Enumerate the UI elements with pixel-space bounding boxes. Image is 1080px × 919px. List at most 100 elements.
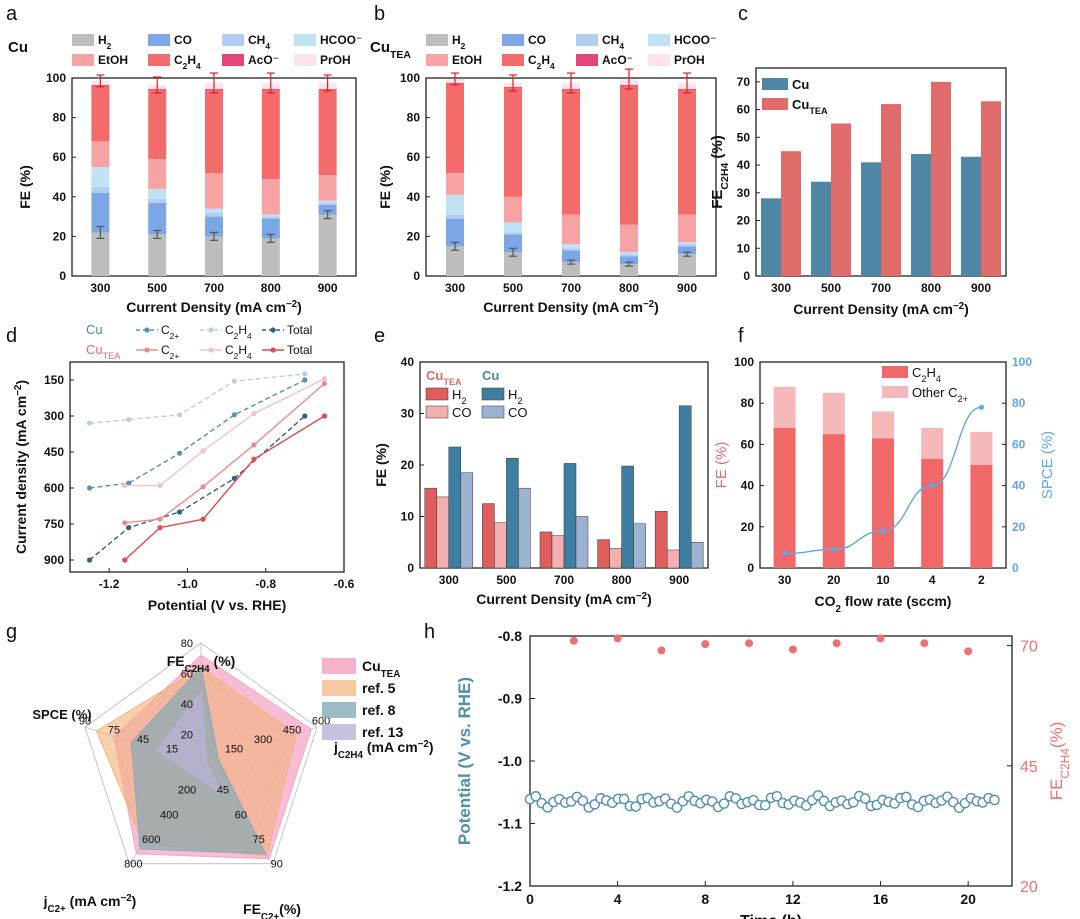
text-part: SPCE (%): [32, 707, 91, 722]
legend-label: C2+: [161, 343, 179, 361]
text-part: Cu: [482, 368, 499, 383]
data-point: [200, 448, 206, 454]
text-part: H: [541, 53, 550, 67]
text-part: Current density (mA cm: [13, 396, 29, 554]
radar-tick-label: 75: [108, 725, 120, 737]
radar-tick-label: 450: [283, 725, 301, 737]
text-part: EtOH: [452, 53, 482, 67]
legend-swatch: [481, 387, 505, 401]
bar-segment-H2: [205, 236, 223, 276]
legend-swatch-CO: [502, 34, 524, 46]
bar-segment-CH4: [261, 216, 280, 219]
text-part: C: [161, 323, 170, 337]
bar-CuTEA: [981, 101, 1001, 276]
text-part: H: [452, 387, 461, 402]
potential-point: [630, 801, 642, 812]
x-tick-label: 700: [204, 281, 224, 295]
bar-segment-CH4: [678, 244, 696, 247]
y-tick-label: 600: [44, 481, 64, 495]
bar-segment-CO: [562, 250, 580, 263]
data-point: [177, 509, 183, 515]
panel-letter-h: h: [424, 621, 435, 643]
text-part: ): [654, 299, 659, 315]
legend-swatch-HCOO: [294, 34, 316, 46]
text-part: 2: [461, 41, 466, 51]
bar-segment-H2: [620, 264, 638, 276]
bar-segment-HCOO: [562, 244, 580, 249]
text-part: (%): [279, 901, 301, 917]
data-point: [122, 520, 128, 526]
legend-label-cutea: CuTEA: [86, 342, 121, 361]
text-part: 4: [196, 61, 201, 71]
bar-segment-CO: [620, 256, 638, 265]
radar-tick-label: 40: [181, 699, 193, 711]
legend-swatch: [425, 387, 449, 401]
potential-point: [759, 800, 771, 811]
y-tick-label: 20: [401, 458, 415, 472]
y-axis-title: FEC2H4 (%): [709, 135, 731, 209]
x-tick-label: 700: [561, 281, 581, 295]
text-part: 2: [537, 61, 542, 71]
text-part: 2: [836, 604, 842, 615]
legend-swatch: [481, 405, 505, 419]
y-tick-label: 60: [407, 150, 421, 164]
text-part: Total: [287, 323, 312, 337]
panel-letter-a: a: [6, 3, 18, 25]
bar-CuTEA-CO: [551, 535, 565, 569]
text-part: H: [187, 53, 196, 67]
bar-segment-EtOH: [91, 141, 110, 168]
y-tick-label: 100: [1012, 355, 1032, 369]
bar-segment-CO: [261, 218, 280, 239]
data-point: [302, 371, 308, 377]
legend-swatch-EtOH: [72, 54, 94, 66]
legend-label-EtOH: EtOH: [452, 53, 482, 67]
series-line: [89, 373, 305, 424]
text-part: CO: [815, 593, 836, 609]
text-part: Cu: [8, 39, 28, 56]
bar-segment-HCOO: [318, 200, 337, 203]
y2-axis-title: FEC2H4(%): [1047, 722, 1072, 801]
text-part: ref. 13: [362, 724, 403, 740]
legend-swatch-other: [882, 386, 908, 398]
bar-segment-EtOH: [446, 173, 464, 195]
panel-letter-e: e: [374, 325, 385, 347]
bar-other-C2: [872, 411, 894, 439]
y-tick-label: 0: [743, 269, 750, 283]
data-point: [321, 381, 328, 387]
spce-point: [880, 528, 886, 534]
y-tick-label: 20: [741, 520, 755, 534]
bar-Cu: [811, 181, 831, 276]
y-axis-title: FE (%): [713, 442, 730, 489]
y-tick-label: 30: [737, 186, 751, 200]
text-part: C: [528, 53, 537, 67]
spce-point: [978, 404, 985, 410]
legend-swatch: [322, 702, 356, 718]
text-part: CH: [602, 33, 619, 47]
series-line: [124, 415, 325, 561]
y-axis-title: Current density (mA cm−2): [13, 380, 30, 554]
text-part: 4: [619, 41, 624, 51]
text-part: 2: [517, 396, 522, 406]
legend-swatch-PrOH: [648, 54, 670, 66]
x-tick-label: 900: [971, 281, 991, 295]
bar-segment-H2: [446, 246, 464, 276]
legend-swatch-EtOH: [426, 54, 448, 66]
legend-label-C2H4: C2H4: [528, 53, 555, 71]
potential-point: [859, 793, 871, 804]
legend-label-CO: CO: [528, 33, 546, 47]
text-part: HCOO⁻: [320, 33, 362, 47]
y-tick-label: 0: [413, 269, 420, 283]
legend-label-CH4: CH4: [602, 33, 624, 51]
text-part: −2: [13, 384, 24, 396]
text-part: Cu: [362, 658, 381, 674]
bar-Cu-H2: [678, 405, 692, 569]
text-part: −2: [953, 301, 965, 312]
y-tick-label: 80: [1012, 396, 1026, 410]
legend-label: H2: [508, 387, 522, 406]
data-point: [251, 411, 257, 417]
text-part: FE: [1047, 779, 1066, 801]
text-part: Cu: [86, 342, 103, 357]
y-tick-label: 20: [407, 229, 421, 243]
bar-other-C2: [822, 392, 845, 435]
bar-segment-H2: [318, 214, 337, 276]
